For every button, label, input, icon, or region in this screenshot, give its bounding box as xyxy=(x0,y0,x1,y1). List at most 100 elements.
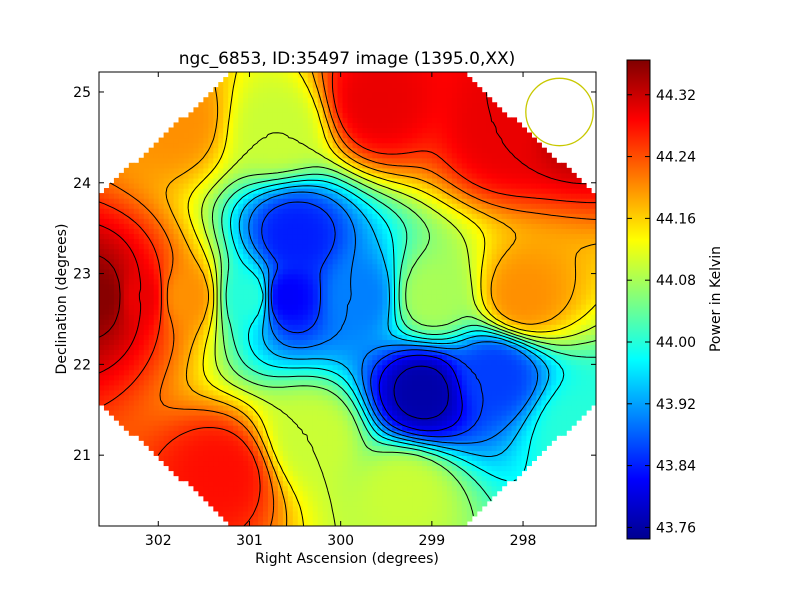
heatmap-cell xyxy=(451,374,458,381)
heatmap-cell xyxy=(233,475,239,482)
heatmap-cell xyxy=(327,263,334,270)
heatmap-cell xyxy=(253,278,259,285)
heatmap-cell xyxy=(387,505,393,512)
heatmap-cell xyxy=(168,354,175,361)
heatmap-cell xyxy=(441,309,448,315)
heatmap-cell xyxy=(332,455,339,462)
heatmap-cell xyxy=(417,288,423,295)
heatmap-cell xyxy=(372,520,378,526)
heatmap-cell xyxy=(377,485,383,492)
heatmap-cell xyxy=(456,445,463,451)
heatmap-cell xyxy=(501,258,508,265)
heatmap-cell xyxy=(412,485,418,492)
heatmap-cell xyxy=(317,258,324,265)
heatmap-cell xyxy=(367,243,373,250)
heatmap-cell xyxy=(138,273,145,280)
heatmap-cell xyxy=(312,349,319,356)
heatmap-cell xyxy=(367,465,373,472)
heatmap-cell xyxy=(128,243,135,250)
heatmap-cell xyxy=(99,248,105,255)
heatmap-cell xyxy=(471,268,478,275)
heatmap-cell xyxy=(456,475,463,482)
heatmap-cell xyxy=(103,369,110,376)
heatmap-cell xyxy=(377,278,383,285)
heatmap-cell xyxy=(307,445,314,451)
heatmap-cell xyxy=(228,288,234,295)
heatmap-cell xyxy=(397,339,403,345)
heatmap-cell xyxy=(223,445,229,451)
heatmap-cell xyxy=(402,369,408,376)
heatmap-cell xyxy=(352,520,359,526)
heatmap-cell xyxy=(248,369,254,376)
heatmap-cell xyxy=(233,253,239,260)
heatmap-cell xyxy=(496,324,503,330)
heatmap-cell xyxy=(397,268,403,275)
heatmap-cell xyxy=(486,430,493,436)
heatmap-cell xyxy=(516,425,523,431)
heatmap-cell xyxy=(466,415,473,421)
heatmap-cell xyxy=(233,384,239,391)
heatmap-cell xyxy=(327,379,334,386)
heatmap-cell xyxy=(312,384,319,391)
heatmap-cell xyxy=(362,384,368,391)
heatmap-cell xyxy=(267,344,274,351)
heatmap-cell xyxy=(342,268,349,275)
heatmap-cell xyxy=(228,293,234,300)
heatmap-cell xyxy=(312,293,319,300)
heatmap-cell xyxy=(372,253,378,260)
heatmap-cell xyxy=(253,485,259,492)
heatmap-cell xyxy=(571,319,577,325)
heatmap-cell xyxy=(228,420,234,426)
heatmap-cell xyxy=(238,384,244,391)
heatmap-cell xyxy=(178,435,185,441)
heatmap-cell xyxy=(412,293,418,300)
heatmap-cell xyxy=(536,263,542,270)
heatmap-cell xyxy=(188,389,195,396)
heatmap-cell xyxy=(123,248,130,255)
heatmap-cell xyxy=(118,258,125,265)
heatmap-cell xyxy=(138,283,145,290)
heatmap-cell xyxy=(153,334,160,340)
heatmap-cell xyxy=(322,520,329,526)
heatmap-cell xyxy=(536,349,542,356)
heatmap-cell xyxy=(526,399,532,406)
heatmap-cell xyxy=(317,369,324,376)
heatmap-cell xyxy=(347,293,354,300)
heatmap-cell xyxy=(436,460,443,467)
heatmap-cell xyxy=(158,258,165,265)
heatmap-cell xyxy=(153,253,160,260)
heatmap-cell xyxy=(551,263,557,270)
heatmap-cell xyxy=(436,319,443,325)
heatmap-cell xyxy=(431,505,438,512)
heatmap-cell xyxy=(198,399,204,406)
heatmap-cell xyxy=(392,288,398,295)
heatmap-cell xyxy=(133,243,140,250)
heatmap-cell xyxy=(466,465,473,472)
heatmap-cell xyxy=(223,329,229,335)
heatmap-cell xyxy=(213,490,219,497)
heatmap-cell xyxy=(521,329,528,335)
heatmap-cell xyxy=(103,314,110,320)
heatmap-cell xyxy=(223,278,229,285)
heatmap-cell xyxy=(133,425,140,431)
heatmap-cell xyxy=(461,520,468,526)
heatmap-cell xyxy=(307,505,314,512)
heatmap-cell xyxy=(511,248,518,255)
heatmap-cell xyxy=(148,238,155,245)
heatmap-cell xyxy=(292,314,299,320)
heatmap-cell xyxy=(377,339,383,345)
heatmap-cell xyxy=(372,334,378,340)
heatmap-cell xyxy=(248,293,254,300)
heatmap-cell xyxy=(238,415,244,421)
heatmap-cell xyxy=(387,349,393,356)
heatmap-cell xyxy=(546,349,552,356)
heatmap-cell xyxy=(407,243,413,250)
heatmap-cell xyxy=(193,460,199,467)
heatmap-cell xyxy=(352,369,359,376)
heatmap-cell xyxy=(272,399,279,406)
heatmap-cell xyxy=(496,314,503,320)
heatmap-cell xyxy=(332,253,339,260)
heatmap-cell xyxy=(123,324,130,330)
heatmap-cell xyxy=(392,354,398,361)
heatmap-cell xyxy=(337,445,344,451)
